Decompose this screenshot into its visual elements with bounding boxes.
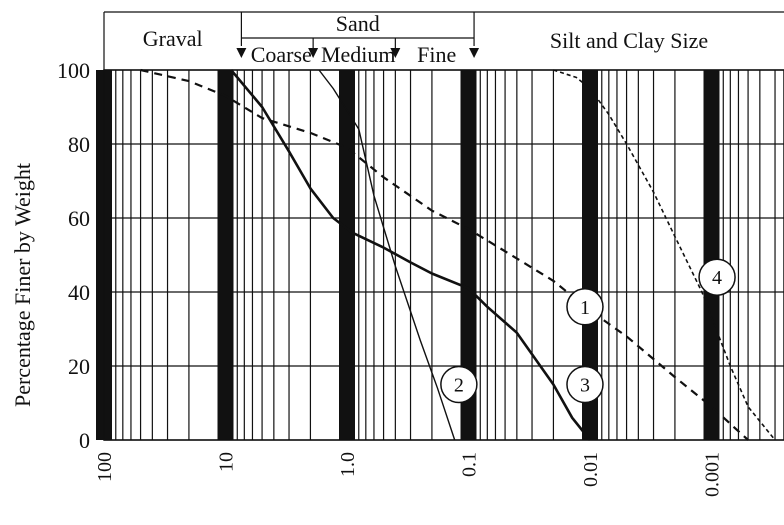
curve-1-marker <box>566 288 604 326</box>
x-tick-label: 0.001 <box>702 452 724 497</box>
boundary-arrow <box>308 48 319 58</box>
y-axis-title: Percentage Finer by Weight <box>10 163 35 407</box>
curve-3-marker <box>566 365 604 404</box>
curve-3-label: 3 <box>580 375 590 397</box>
y-tick-label: 20 <box>68 354 90 379</box>
y-tick-label: 80 <box>68 132 90 157</box>
curve-2-marker <box>440 365 478 404</box>
curve-4-label: 4 <box>712 267 722 289</box>
boundary-arrow <box>390 48 401 58</box>
boundary-arrow <box>236 48 247 58</box>
fine-label: Fine <box>417 42 456 67</box>
y-tick-label: 0 <box>79 428 90 453</box>
medium-label: Medium <box>321 42 396 67</box>
silt-clay-label: Silt and Clay Size <box>550 28 708 53</box>
curve-4-marker <box>698 258 736 296</box>
curve-4 <box>553 69 776 441</box>
x-tick-label: 1.0 <box>337 452 359 477</box>
coarse-label: Coarse <box>251 42 312 67</box>
curves: 1 2 3 4 <box>140 68 776 441</box>
y-tick-label: 60 <box>68 206 90 231</box>
gravel-label: Graval <box>143 26 203 51</box>
boundary-arrow <box>469 48 480 58</box>
size-class-header: Sand Graval Silt and Clay Size Coarse Medium… <box>103 11 784 70</box>
x-tick-label: 100 <box>94 452 116 482</box>
curve-2 <box>318 69 456 441</box>
curve-1-label: 1 <box>580 297 590 319</box>
x-tick-label: 0.01 <box>580 452 602 487</box>
sand-label: Sand <box>336 11 380 36</box>
curve-3 <box>230 69 592 441</box>
plot-border <box>103 69 784 441</box>
x-tick-label: 0.1 <box>459 452 481 477</box>
curve-1 <box>140 68 749 441</box>
grid <box>96 69 784 441</box>
y-tick-label: 100 <box>57 58 90 83</box>
curve-2-label: 2 <box>454 375 464 397</box>
y-tick-label: 40 <box>68 280 90 305</box>
x-tick-label: 10 <box>216 452 238 472</box>
